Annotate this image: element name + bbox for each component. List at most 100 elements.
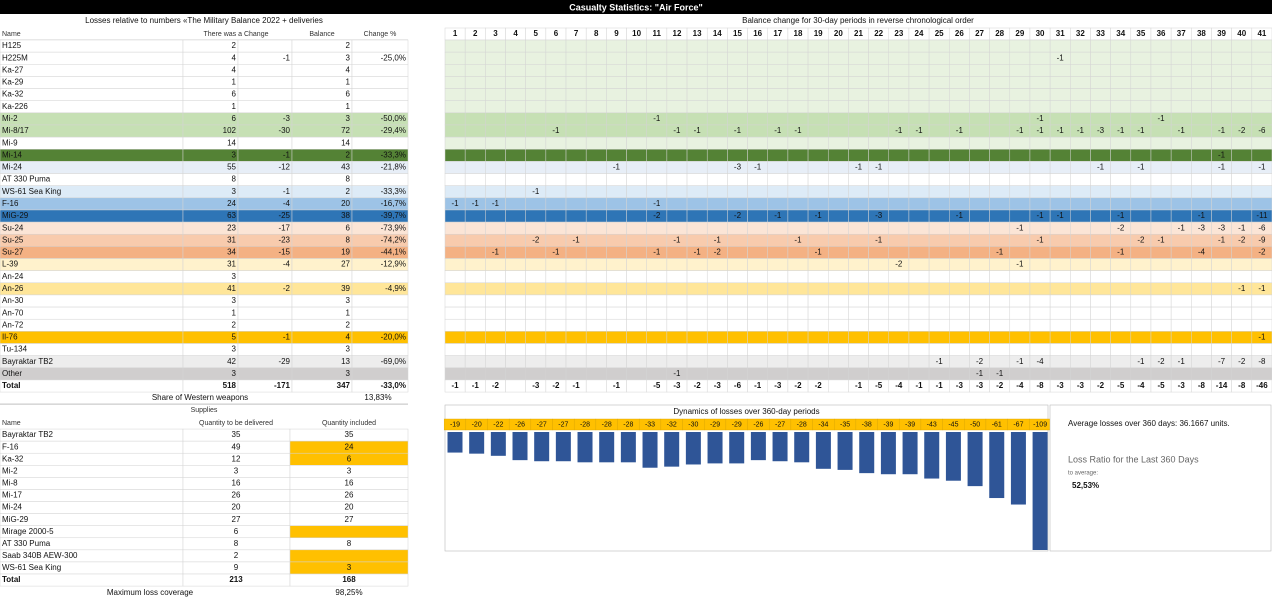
period-change: -1 bbox=[1057, 126, 1065, 135]
cell bbox=[686, 136, 708, 150]
cell bbox=[525, 221, 547, 235]
period-change: -1 bbox=[1036, 114, 1044, 123]
cell bbox=[485, 258, 506, 271]
was-value: 14 bbox=[227, 138, 236, 147]
cell bbox=[444, 173, 466, 186]
cell bbox=[1191, 343, 1212, 356]
cell bbox=[928, 124, 950, 138]
period-total: -2 bbox=[1097, 381, 1105, 390]
column-header: Quantity to be delivered bbox=[199, 420, 273, 427]
period-total: -3 bbox=[1178, 381, 1186, 390]
cell bbox=[949, 331, 970, 344]
period-change: -2 bbox=[653, 211, 661, 220]
cell bbox=[1009, 161, 1031, 174]
row-name: Tu-134 bbox=[2, 345, 28, 354]
cell bbox=[606, 221, 627, 235]
cell bbox=[666, 331, 688, 344]
cell bbox=[949, 233, 970, 247]
cell bbox=[1251, 136, 1272, 150]
cell bbox=[1130, 246, 1152, 259]
cell bbox=[767, 294, 789, 308]
cell bbox=[1191, 367, 1212, 381]
cell bbox=[464, 306, 486, 320]
row-name: H225M bbox=[2, 53, 28, 62]
cell bbox=[1211, 318, 1232, 332]
cell bbox=[1130, 197, 1152, 211]
cell bbox=[237, 100, 293, 114]
cell bbox=[182, 51, 239, 65]
cell bbox=[1211, 197, 1232, 211]
cell bbox=[666, 161, 688, 174]
cell bbox=[0, 112, 184, 126]
period-change: -1 bbox=[1258, 284, 1266, 293]
cell bbox=[908, 306, 930, 320]
cell bbox=[646, 233, 668, 247]
cell bbox=[1049, 185, 1071, 199]
row-name: Ka-29 bbox=[2, 78, 24, 87]
cell bbox=[969, 112, 990, 126]
period-change: -1 bbox=[936, 357, 944, 366]
to-deliver: 6 bbox=[234, 527, 239, 536]
cell bbox=[1211, 173, 1232, 186]
cell bbox=[1090, 355, 1111, 369]
cell bbox=[706, 76, 728, 89]
period-change: -1 bbox=[573, 235, 581, 244]
cell bbox=[686, 161, 708, 174]
cell bbox=[0, 318, 184, 332]
cell bbox=[686, 367, 708, 381]
cell bbox=[525, 100, 547, 114]
cell bbox=[1251, 318, 1272, 332]
row-name: AT 330 Puma bbox=[2, 175, 51, 184]
row-name: Ka-27 bbox=[2, 65, 24, 74]
cell bbox=[1191, 51, 1212, 65]
cell bbox=[1130, 173, 1152, 186]
bar bbox=[924, 432, 940, 479]
cell bbox=[505, 343, 526, 356]
cell bbox=[182, 64, 239, 77]
cell bbox=[525, 51, 547, 65]
period-change: -1 bbox=[1218, 150, 1226, 159]
cell bbox=[1029, 161, 1051, 174]
row-name: Mi-2 bbox=[2, 114, 18, 123]
cell bbox=[1191, 282, 1212, 296]
row-name: An-72 bbox=[2, 320, 24, 329]
cell bbox=[525, 209, 547, 223]
balance-value: 2 bbox=[346, 187, 351, 196]
cell bbox=[989, 270, 1011, 284]
period-header: 32 bbox=[1076, 29, 1085, 38]
period-change: -1 bbox=[653, 248, 661, 257]
period-change: -1 bbox=[552, 126, 560, 135]
cell bbox=[606, 233, 627, 247]
cell bbox=[1251, 306, 1272, 320]
column-header: Name bbox=[2, 31, 21, 38]
cell bbox=[1009, 367, 1031, 381]
cell bbox=[565, 88, 587, 101]
cell bbox=[444, 136, 466, 150]
cell bbox=[505, 318, 526, 332]
cell bbox=[827, 318, 849, 332]
period-change: -2 bbox=[1258, 248, 1266, 257]
cell bbox=[1029, 136, 1051, 150]
cell bbox=[585, 124, 607, 138]
cell bbox=[686, 258, 708, 271]
cell bbox=[1049, 282, 1071, 296]
cell bbox=[1130, 185, 1152, 199]
cell bbox=[1191, 124, 1212, 138]
cell bbox=[949, 367, 970, 381]
cell bbox=[1231, 294, 1253, 308]
cell bbox=[827, 258, 849, 271]
was-value: 4 bbox=[232, 65, 237, 74]
cell bbox=[848, 197, 869, 211]
period-change: -1 bbox=[915, 126, 923, 135]
cell bbox=[868, 331, 890, 344]
period-change: -1 bbox=[1137, 126, 1145, 135]
cell bbox=[848, 51, 869, 65]
cell bbox=[505, 306, 526, 320]
cell bbox=[908, 331, 930, 344]
period-header: 26 bbox=[955, 29, 964, 38]
cell bbox=[747, 246, 768, 259]
change-pct: -74,2% bbox=[381, 235, 406, 244]
row-name: MiG-29 bbox=[2, 211, 29, 220]
supply-name: Bayraktar TB2 bbox=[2, 430, 54, 439]
cell bbox=[1049, 64, 1071, 77]
